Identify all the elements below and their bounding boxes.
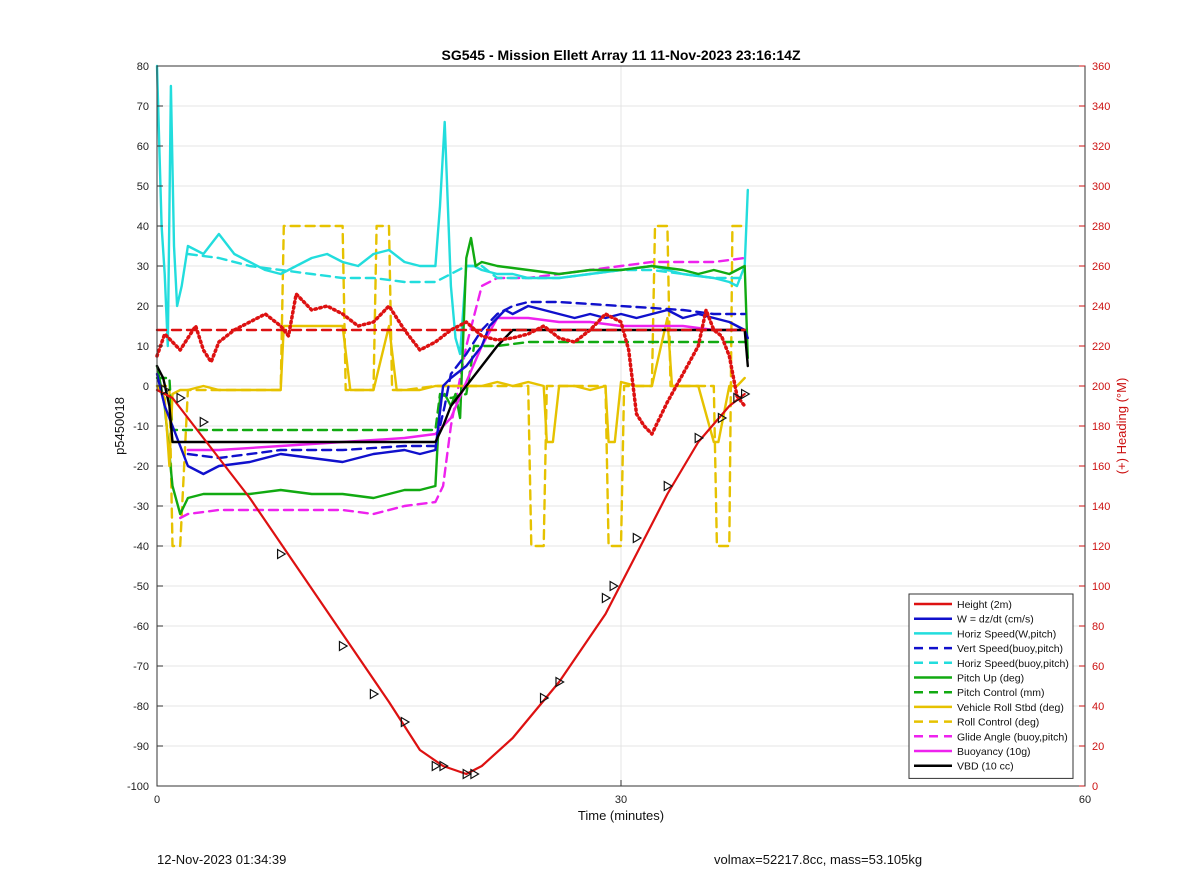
x-tick-label: 30	[615, 794, 627, 806]
series-heading-dotted	[155, 292, 747, 436]
legend-label: Roll Control (deg)	[957, 717, 1039, 729]
height-marker	[199, 416, 210, 428]
series-roll-control-deg	[155, 224, 746, 548]
y-tick-label: -90	[133, 741, 149, 753]
height-marker	[601, 592, 612, 604]
y-tick-label: -100	[127, 781, 149, 793]
y2-tick-label: 240	[1092, 301, 1110, 313]
series-vert-speed-buoy-pitch	[186, 300, 746, 460]
footer-timestamp: 12-Nov-2023 01:34:39	[157, 852, 287, 867]
y-tick-label: -10	[133, 421, 149, 433]
y-tick-label: -20	[133, 461, 149, 473]
height-marker	[632, 532, 643, 544]
y-tick-label: 20	[137, 301, 149, 313]
y-tick-label: 70	[137, 101, 149, 113]
legend-label: Vehicle Roll Stbd (deg)	[957, 702, 1064, 714]
axes: -100-90-80-70-60-50-40-30-20-10010203040…	[127, 61, 1110, 806]
legend-label: Horiz Speed(buoy,pitch)	[957, 658, 1069, 670]
height-marker	[462, 768, 473, 780]
x-axis-label: Time (minutes)	[578, 808, 664, 823]
y2-axis-label: (+) Heading (°M)	[1114, 378, 1129, 475]
y2-tick-label: 280	[1092, 221, 1110, 233]
footer-volmax-mass: volmax=52217.8cc, mass=53.105kg	[714, 852, 923, 867]
height-marker	[470, 768, 480, 780]
y-tick-label: -30	[133, 501, 149, 513]
series-layer	[155, 64, 749, 776]
legend-label: Horiz Speed(W,pitch)	[957, 628, 1056, 640]
y-tick-label: 0	[143, 381, 149, 393]
y-tick-label: -70	[133, 661, 149, 673]
series-w-dz-dt-cm-s	[155, 304, 749, 476]
series-pitch-control-mm	[155, 340, 746, 432]
y-tick-label: 50	[137, 181, 149, 193]
x-tick-label: 60	[1079, 794, 1091, 806]
y2-tick-label: 320	[1092, 141, 1110, 153]
height-marker	[694, 432, 705, 444]
y2-tick-label: 300	[1092, 181, 1110, 193]
series-glide-angle-buoy-pitch	[178, 256, 746, 520]
height-marker	[733, 392, 743, 404]
y2-tick-label: 180	[1092, 421, 1110, 433]
y-tick-label: -50	[133, 581, 149, 593]
y2-tick-label: 40	[1092, 701, 1104, 713]
height-marker	[663, 480, 674, 492]
y2-tick-label: 60	[1092, 661, 1104, 673]
series-pitch-up-deg	[155, 236, 749, 516]
legend-label: W = dz/dt (cm/s)	[957, 614, 1034, 626]
y2-tick-label: 120	[1092, 541, 1110, 553]
height-marker	[338, 640, 349, 652]
y2-tick-label: 20	[1092, 741, 1104, 753]
legend-label: Pitch Control (mm)	[957, 687, 1045, 699]
y-tick-label: 80	[137, 61, 149, 73]
marker-layer	[160, 384, 751, 780]
y2-tick-label: 100	[1092, 581, 1110, 593]
height-marker	[400, 716, 411, 728]
height-marker	[431, 760, 442, 772]
y2-tick-label: 140	[1092, 501, 1110, 513]
y-tick-label: -80	[133, 701, 149, 713]
series-height-2m	[155, 388, 746, 776]
height-marker	[740, 388, 751, 400]
legend: Height (2m) W = dz/dt (cm/s) Horiz Speed(W…	[908, 593, 1074, 779]
height-marker	[276, 548, 287, 560]
legend-label: Vert Speed(buoy,pitch)	[957, 643, 1063, 655]
height-marker	[539, 692, 550, 704]
y-tick-label: -40	[133, 541, 149, 553]
y2-tick-label: 160	[1092, 461, 1110, 473]
x-tick-label: 0	[154, 794, 160, 806]
y-tick-label: 40	[137, 221, 149, 233]
legend-box	[908, 593, 1074, 779]
legend-label: Buoyancy (10g)	[957, 746, 1031, 758]
chart-title: SG545 - Mission Ellett Array 11 11-Nov-2…	[442, 47, 801, 63]
height-marker	[439, 760, 449, 772]
series-vehicle-roll-stbd-deg	[155, 316, 746, 468]
y2-tick-label: 200	[1092, 381, 1110, 393]
height-marker	[176, 392, 186, 404]
y2-tick-label: 360	[1092, 61, 1110, 73]
height-marker	[160, 384, 171, 396]
y2-tick-label: 80	[1092, 621, 1104, 633]
y2-tick-label: 220	[1092, 341, 1110, 353]
y2-tick-label: 340	[1092, 101, 1110, 113]
y-axis-label: p5450018	[112, 397, 127, 455]
legend-label: Pitch Up (deg)	[957, 673, 1024, 685]
y2-tick-label: 0	[1092, 781, 1098, 793]
height-marker	[609, 580, 619, 592]
y-tick-label: -60	[133, 621, 149, 633]
y-tick-label: 10	[137, 341, 149, 353]
height-marker	[555, 676, 565, 688]
height-marker	[369, 688, 380, 700]
y-tick-label: 30	[137, 261, 149, 273]
legend-label: Glide Angle (buoy,pitch)	[957, 731, 1068, 743]
y-tick-label: 60	[137, 141, 149, 153]
height-marker	[717, 412, 728, 424]
y2-tick-label: 260	[1092, 261, 1110, 273]
legend-label: Height (2m)	[957, 599, 1012, 611]
legend-label: VBD (10 cc)	[957, 761, 1014, 773]
